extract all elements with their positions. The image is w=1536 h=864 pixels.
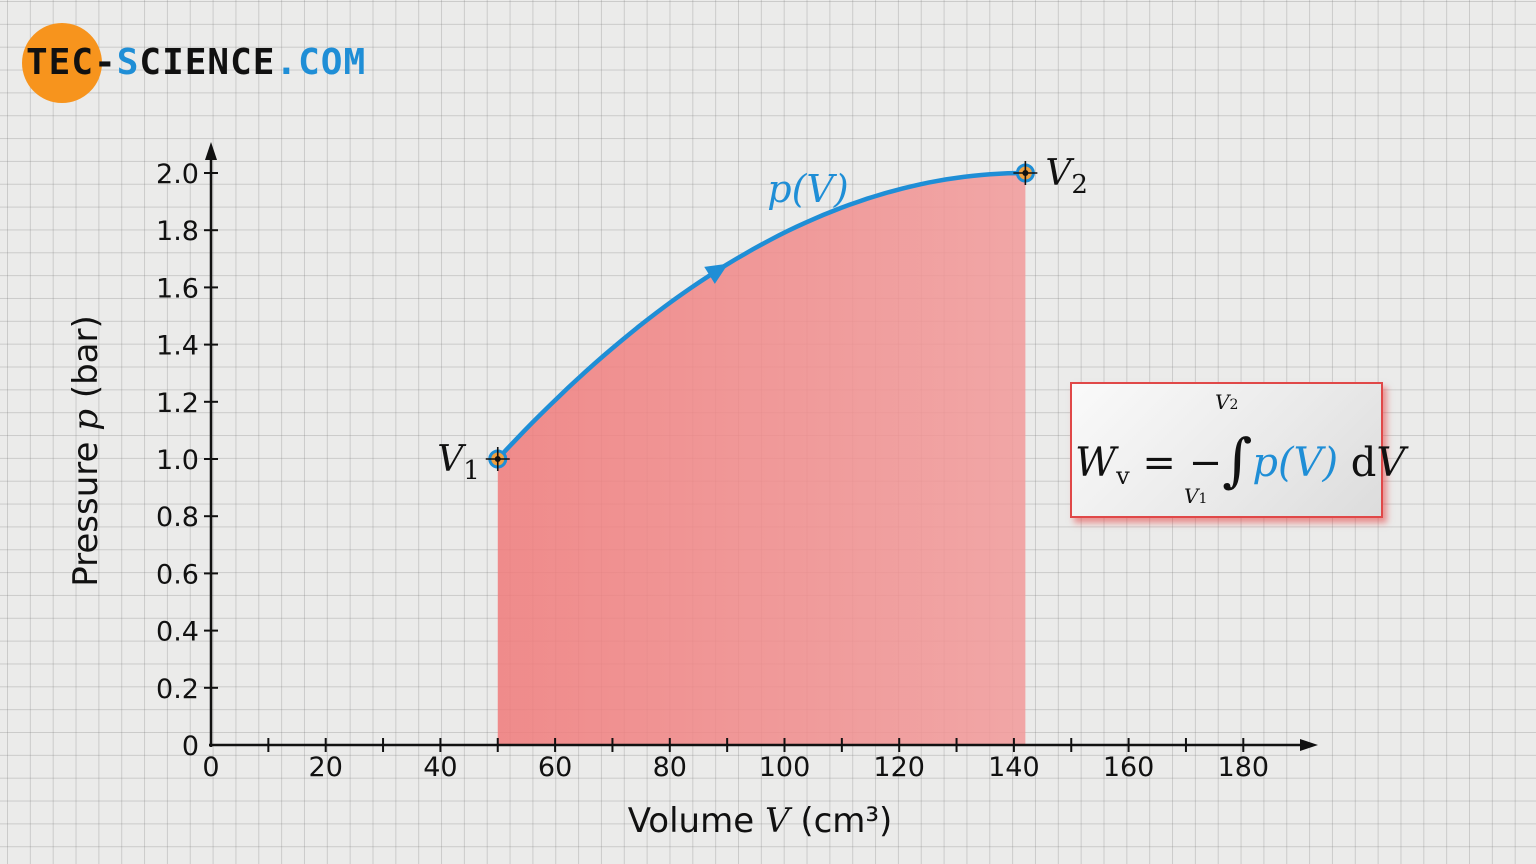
- state-point-v1: [485, 447, 510, 471]
- work-formula-box: V2 Wv = −∫p(V) dV V1: [1070, 382, 1405, 518]
- x-tick-label: 180: [1218, 752, 1270, 783]
- logo-part-s: S: [116, 42, 140, 83]
- logo-part-com: .COM: [275, 42, 367, 83]
- work-formula: Wv = −∫p(V) dV: [1075, 422, 1406, 494]
- x-tick-label: 60: [538, 752, 572, 783]
- lower-limit: V1: [1184, 484, 1208, 508]
- y-tick-label: 1.2: [156, 388, 199, 419]
- y-tick-label: 1.6: [156, 273, 199, 304]
- logo-part-tec: TEC: [26, 42, 95, 83]
- logo-part-dash: -: [94, 42, 117, 83]
- work-symbol: W: [1075, 440, 1117, 486]
- x-tick-label: 0: [202, 752, 219, 783]
- point-center-dot: [1022, 170, 1029, 176]
- logo-text: TEC-SCIENCE.COM: [26, 42, 366, 84]
- integral-sign: ∫: [1222, 426, 1253, 494]
- x-tick-label: 160: [1103, 752, 1155, 783]
- y-axis-arrow-icon: [205, 142, 217, 160]
- equals-minus: = −: [1129, 440, 1223, 486]
- chart-labels: Volume V (cm³) Pressure p (bar) p(V) V1 V2: [66, 153, 1088, 841]
- x-tick-label: 120: [873, 752, 925, 783]
- point-center-dot: [494, 456, 501, 462]
- tec-science-logo: TEC-SCIENCE.COM: [22, 22, 402, 104]
- y-tick-label: 1.0: [156, 445, 199, 476]
- integrand: p(V): [1252, 440, 1339, 486]
- x-tick-label: 100: [759, 752, 811, 783]
- y-tick-label: 0.8: [156, 502, 199, 533]
- logo-orange-circle: [22, 23, 102, 103]
- y-tick-label: 0.4: [156, 617, 199, 648]
- y-tick-label: 1.4: [156, 331, 199, 362]
- x-tick-label: 80: [653, 752, 687, 783]
- y-tick-label: 0.2: [156, 674, 199, 705]
- x-tick-label: 140: [988, 752, 1040, 783]
- y-tick-label: 0.6: [156, 559, 199, 590]
- curve-label: p(V): [767, 167, 848, 211]
- work-subscript: v: [1116, 462, 1130, 490]
- differential-d: d: [1338, 440, 1377, 486]
- state-point-v2: [1013, 161, 1038, 185]
- differential-var: V: [1376, 440, 1406, 486]
- x-axis-title: Volume V (cm³): [628, 801, 893, 841]
- y-axis-title: Pressure p (bar): [66, 315, 106, 587]
- x-tick-label: 40: [423, 752, 457, 783]
- pressure-curve-line: [495, 170, 1028, 462]
- upper-limit: V2: [1215, 390, 1239, 414]
- x-tick-label: 20: [309, 752, 343, 783]
- direction-arrow-icon: [704, 263, 729, 284]
- pressure-curve: [495, 170, 1028, 462]
- point-label-v1: V1: [437, 439, 480, 486]
- point-label-v2: V2: [1045, 153, 1088, 200]
- x-axis-arrow-icon: [1300, 739, 1318, 751]
- axes: 0 20 40 60 80 100 120 140 160 180 0 0.2 0.4 0.6 0.8 1.0…: [156, 142, 1318, 783]
- y-tick-label: 0: [182, 731, 199, 762]
- work-area-fill-shape: [497, 173, 1026, 745]
- y-tick-label: 1.8: [156, 216, 199, 247]
- work-area-fill: [497, 173, 1026, 745]
- logo-part-cience: CIENCE: [139, 42, 276, 83]
- y-tick-label: 2.0: [156, 159, 199, 190]
- state-points: [485, 161, 1038, 471]
